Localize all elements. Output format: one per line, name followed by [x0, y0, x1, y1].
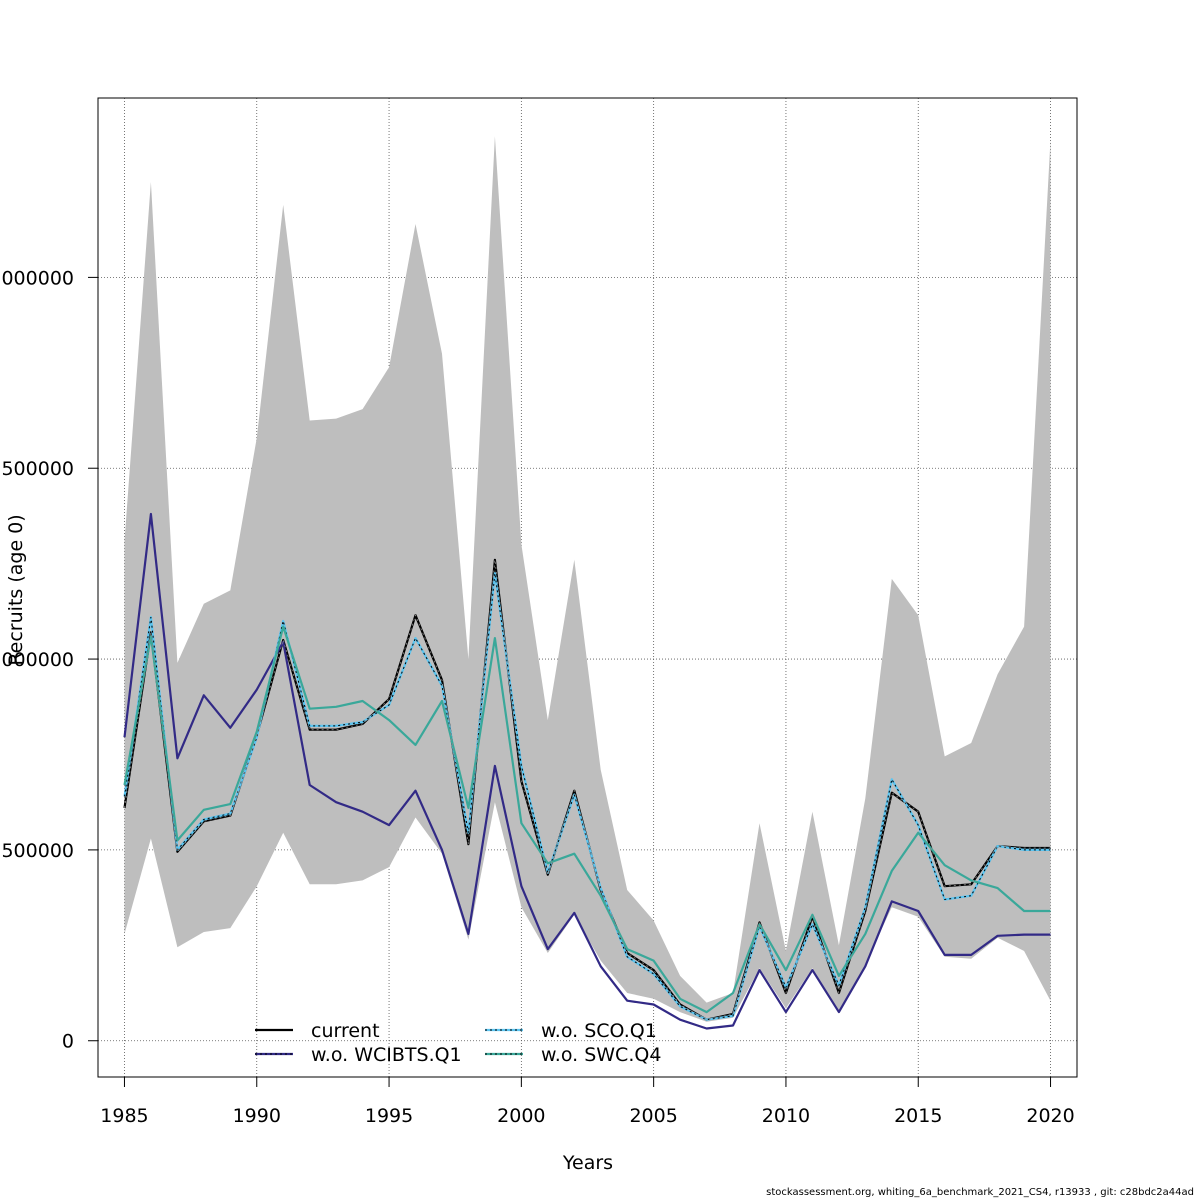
legend-label: w.o. WCIBTS.Q1 — [311, 1044, 462, 1066]
x-tick-label: 2020 — [1026, 1105, 1074, 1127]
y-tick-label: 1000000 — [0, 649, 74, 671]
y-tick-label: 1500000 — [0, 458, 74, 480]
x-axis: 1985 1990 1995 2000 2005 2010 2015 2020 — [100, 1077, 1075, 1127]
footer-note: stockassessment.org, whiting_6a_benchmar… — [766, 1187, 1194, 1198]
legend-label: w.o. SWC.Q4 — [541, 1044, 661, 1066]
x-tick-label: 2000 — [497, 1105, 545, 1127]
y-axis-label: Recruits (age 0) — [5, 514, 27, 665]
legend-label: current — [311, 1020, 380, 1042]
legend: current w.o. SCO.Q1 w.o. WCIBTS.Q1 w.o. SWC… — [255, 1020, 661, 1066]
x-tick-label: 1990 — [233, 1105, 281, 1127]
y-tick-label: 2000000 — [0, 267, 74, 289]
confidence-band — [124, 136, 1051, 1022]
series-line-1 — [123, 512, 1051, 1030]
x-tick-label: 2010 — [762, 1105, 810, 1127]
legend-label: w.o. SCO.Q1 — [541, 1020, 657, 1042]
x-tick-label: 1985 — [100, 1105, 148, 1127]
series-lines — [123, 512, 1051, 1030]
x-axis-label: Years — [562, 1152, 613, 1174]
y-tick-label: 500000 — [1, 840, 74, 862]
y-tick-label: 0 — [62, 1031, 74, 1053]
y-axis: 0 500000 1000000 1500000 2000000 — [0, 267, 98, 1053]
series-line-3 — [123, 625, 1051, 1014]
x-tick-label: 2015 — [894, 1105, 942, 1127]
plot-frame — [97, 97, 1078, 1078]
x-tick-label: 1995 — [365, 1105, 413, 1127]
x-tick-label: 2005 — [629, 1105, 677, 1127]
